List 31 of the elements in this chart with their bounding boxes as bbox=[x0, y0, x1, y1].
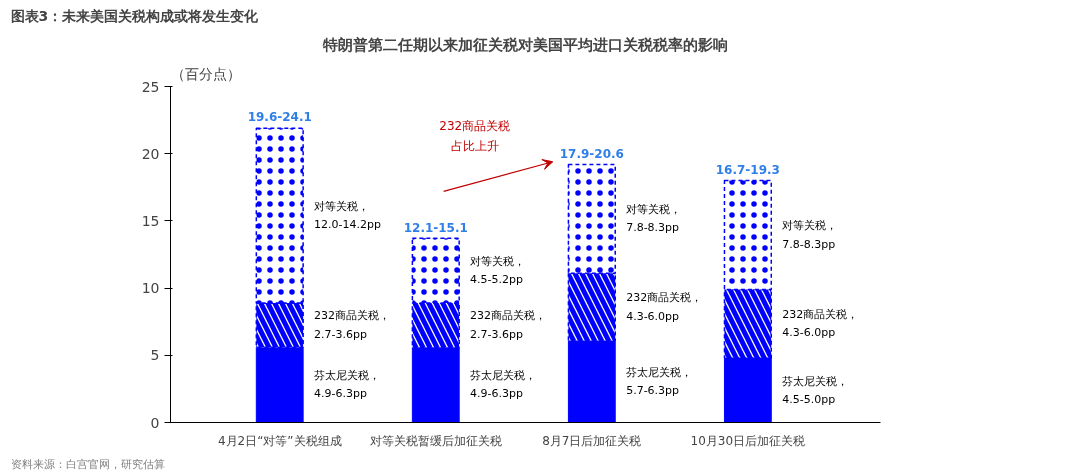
annotation: 232商品关税，4.3-6.0pp bbox=[626, 291, 703, 323]
y-tick-label: 5 bbox=[150, 347, 160, 364]
total-label: 17.9-20.6 bbox=[559, 146, 624, 161]
total-label: 19.6-24.1 bbox=[247, 110, 312, 125]
annotation: 芬太尼关税，5.7-6.3pp bbox=[626, 365, 693, 398]
y-tick-label: 20 bbox=[141, 145, 160, 162]
x-tick-label: 8月7日后加征关税 bbox=[542, 433, 642, 448]
y-tick-label: 10 bbox=[141, 280, 160, 297]
chart-subtitle: 特朗普第二任期以来加征关税对美国平均进口关税税率的影响 bbox=[322, 35, 728, 54]
text: 资料来源：白宫官网，研究估算 bbox=[10, 457, 165, 471]
annotation: 芬太尼关税，4.5-5.0pp bbox=[782, 374, 849, 406]
y-axis-title: （百分点） bbox=[170, 65, 241, 82]
y-tick-label: 15 bbox=[141, 212, 160, 229]
annotation: 对等关税，12.0-14.2pp bbox=[314, 199, 381, 232]
annotation: 232商品关税，2.7-3.6pp bbox=[314, 309, 391, 341]
y-tick-label: 25 bbox=[141, 78, 160, 95]
annotation: 对等关税，7.8-8.3pp bbox=[782, 219, 838, 251]
y-tick-label: 0 bbox=[150, 414, 160, 431]
x-tick-label: 对等关税暂缓后加征关税 bbox=[369, 433, 502, 448]
annotation: 对等关税，7.8-8.3pp bbox=[626, 203, 682, 235]
annotation: 232商品关税占比上升 bbox=[439, 119, 511, 154]
annotation: 芬太尼关税，4.9-6.3pp bbox=[470, 369, 537, 401]
annotation: 232商品关税，4.3-6.0pp bbox=[782, 308, 859, 340]
annotation: 对等关税，4.5-5.2pp bbox=[470, 255, 526, 287]
annotation: 芬太尼关税，4.9-6.3pp bbox=[314, 369, 381, 401]
total-label: 12.1-15.1 bbox=[403, 220, 468, 235]
annotation: 232商品关税，2.7-3.6pp bbox=[470, 309, 547, 341]
chart-title: 图表3：未来美国关税构成或将发生变化 bbox=[10, 7, 260, 24]
x-tick-label: 4月2日“对等”关税组成 bbox=[217, 433, 342, 448]
total-label: 16.7-19.3 bbox=[715, 162, 780, 177]
x-tick-label: 10月30日后加征关税 bbox=[690, 433, 806, 448]
